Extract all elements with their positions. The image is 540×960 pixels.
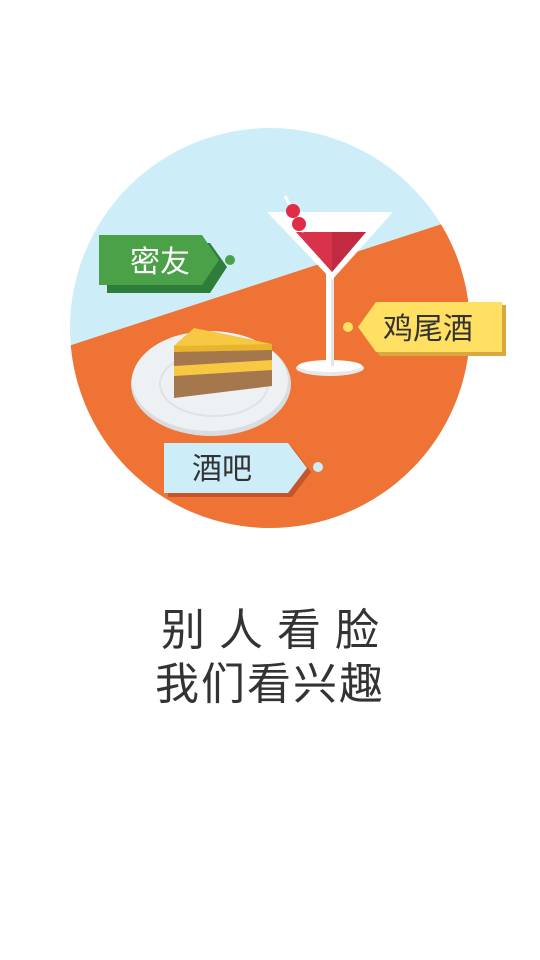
tag-dot [343,322,353,332]
cherry-icon [292,217,306,231]
tag-cocktail[interactable]: 鸡尾酒 [343,302,506,356]
tag-friends[interactable]: 密友 [99,235,235,293]
interest-illustration: 密友 鸡尾酒 酒吧 [70,128,506,528]
tag-dot [313,462,323,472]
cherry-icon [286,204,300,218]
tag-friends-label: 密友 [130,245,190,280]
tag-dot [225,255,235,265]
slogan-line-1: 别人看脸 [161,605,393,656]
tag-bar[interactable]: 酒吧 [164,443,323,497]
tag-cocktail-label: 鸡尾酒 [383,312,473,347]
tag-bar-label: 酒吧 [192,452,252,487]
slogan-line-2: 我们看兴趣 [155,659,385,710]
cocktail-glass-icon [267,195,393,376]
cake-plate-icon [131,328,291,436]
slogan: 别人看脸 我们看兴趣 [0,604,540,712]
